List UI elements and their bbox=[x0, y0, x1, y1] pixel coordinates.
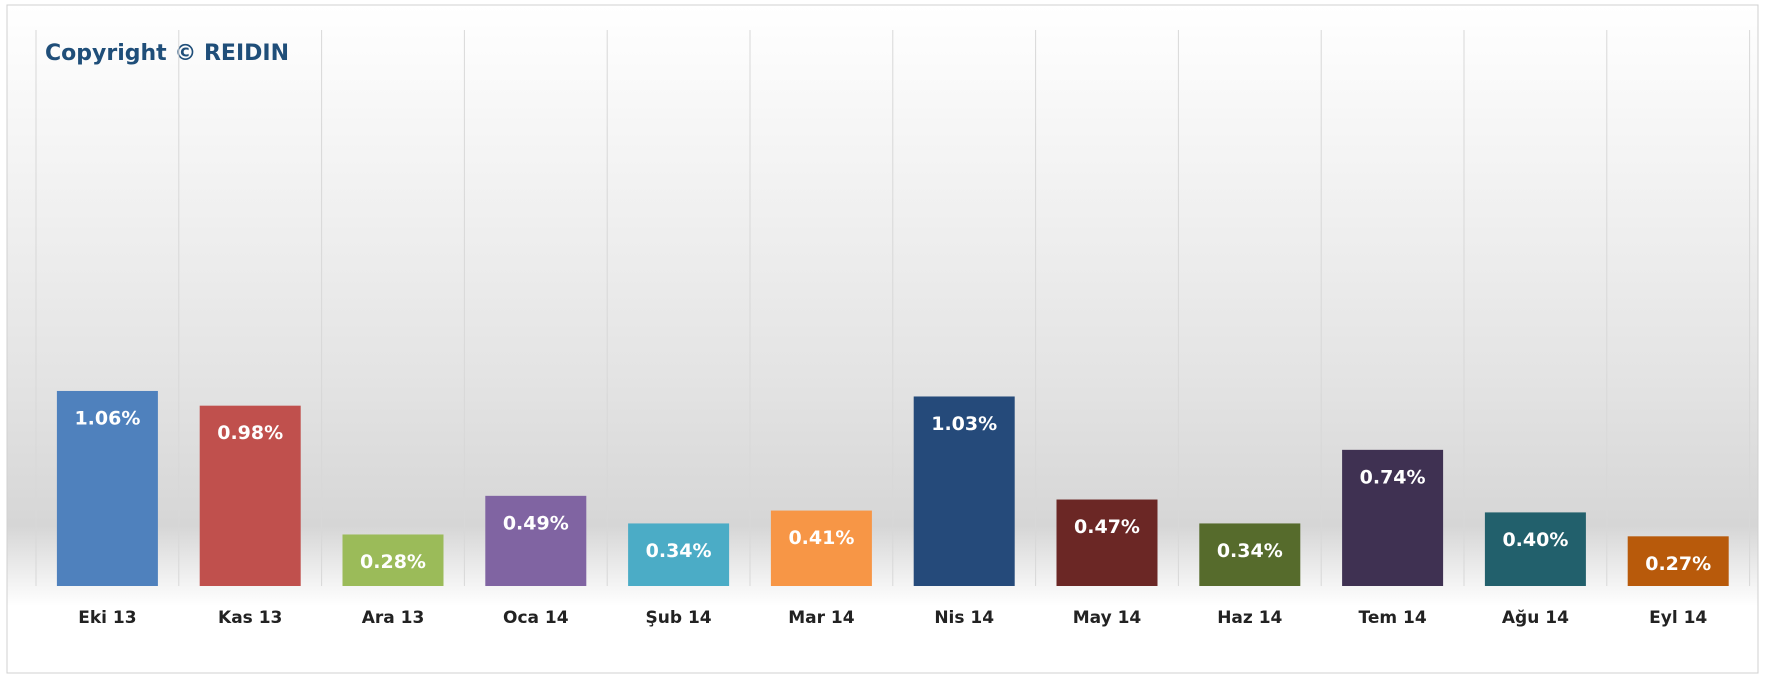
data-label: 1.06% bbox=[74, 407, 140, 429]
x-tick-label: Ara 13 bbox=[362, 608, 425, 628]
x-tick-label: Eki 13 bbox=[78, 608, 136, 628]
bar bbox=[199, 405, 301, 586]
bar bbox=[56, 390, 158, 586]
bar bbox=[1484, 512, 1586, 586]
bar bbox=[770, 510, 872, 586]
bar bbox=[342, 534, 444, 586]
x-tick-label: Tem 14 bbox=[1359, 608, 1427, 628]
data-label: 0.74% bbox=[1360, 466, 1426, 488]
data-label: 1.03% bbox=[931, 413, 997, 435]
data-label: 0.49% bbox=[503, 512, 569, 534]
bar bbox=[913, 396, 1015, 586]
bar bbox=[1056, 499, 1158, 586]
data-label: 0.34% bbox=[646, 540, 712, 562]
data-label: 0.41% bbox=[788, 527, 854, 549]
x-tick-label: Kas 13 bbox=[218, 608, 282, 628]
data-label: 0.98% bbox=[217, 422, 283, 444]
x-tick-label: Mar 14 bbox=[788, 608, 855, 628]
x-tick-label: May 14 bbox=[1073, 608, 1142, 628]
x-tick-label: Ağu 14 bbox=[1502, 608, 1569, 628]
x-tick-label: Nis 14 bbox=[934, 608, 994, 628]
bar bbox=[1627, 536, 1729, 586]
x-tick-label: Şub 14 bbox=[646, 608, 712, 628]
bar bbox=[1199, 523, 1301, 586]
bar bbox=[485, 495, 587, 586]
data-label: 0.34% bbox=[1217, 540, 1283, 562]
data-label: 0.47% bbox=[1074, 516, 1140, 538]
bar bbox=[628, 523, 730, 586]
chart-title: Copyright © REIDIN bbox=[45, 41, 289, 66]
data-label: 0.28% bbox=[360, 551, 426, 573]
x-tick-label: Oca 14 bbox=[503, 608, 569, 628]
data-label: 0.40% bbox=[1502, 529, 1568, 551]
bar bbox=[1342, 449, 1444, 586]
x-tick-label: Eyl 14 bbox=[1649, 608, 1707, 628]
x-tick-label: Haz 14 bbox=[1217, 608, 1282, 628]
data-label: 0.27% bbox=[1645, 553, 1711, 575]
